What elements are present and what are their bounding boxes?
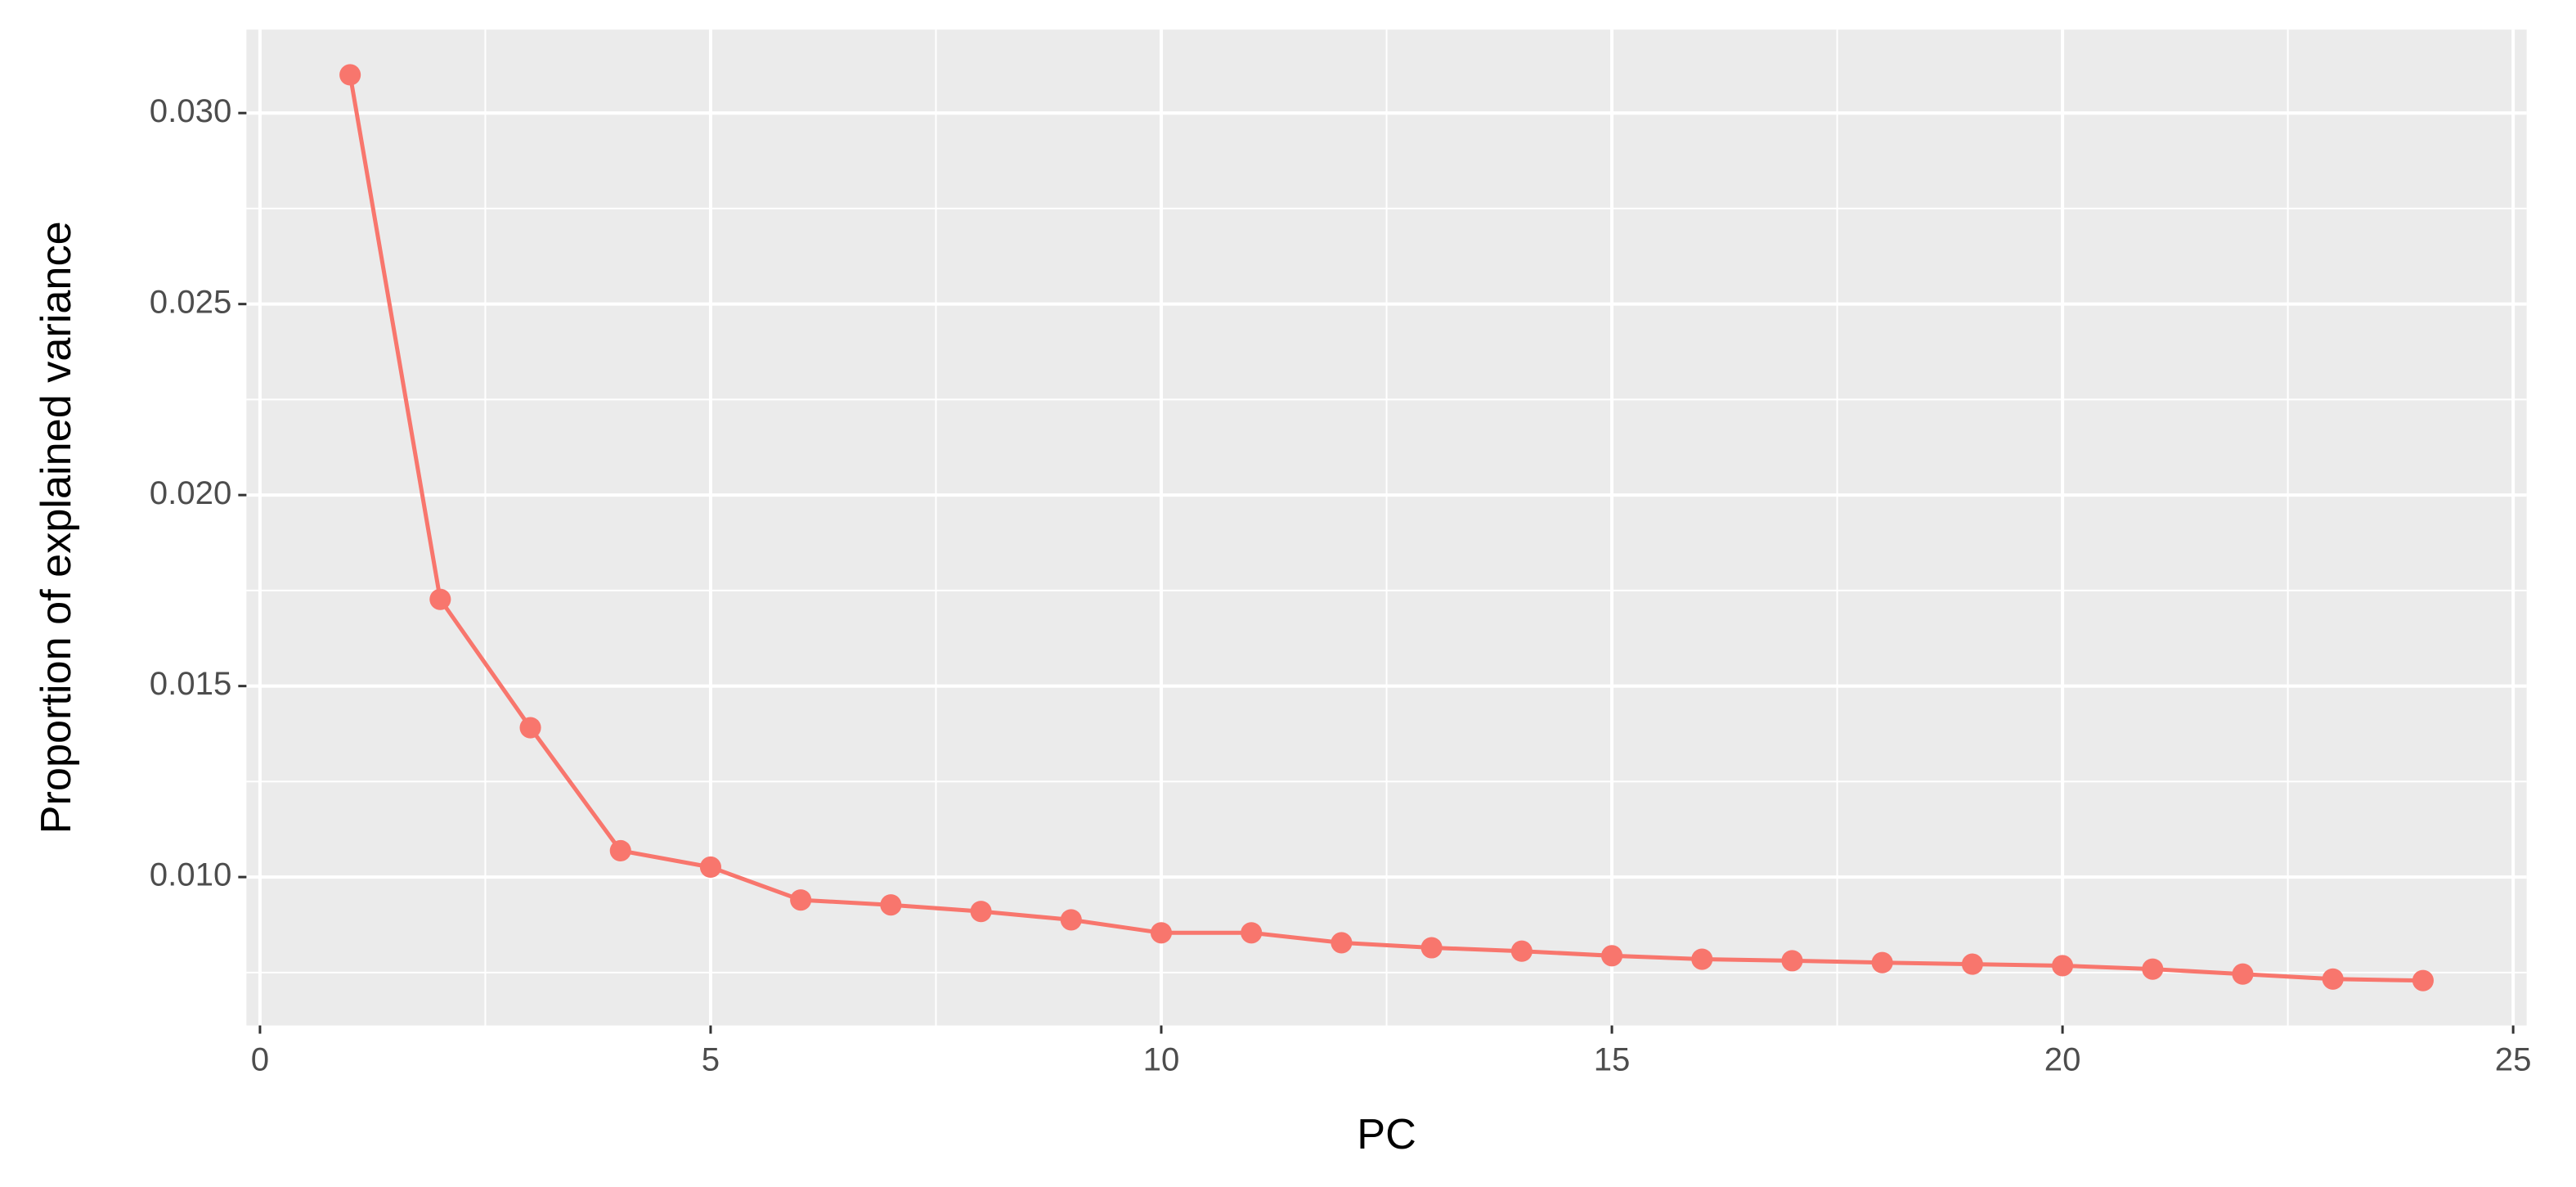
data-point — [2322, 968, 2344, 990]
data-point — [429, 588, 451, 610]
x-tick-label: 15 — [1594, 1041, 1631, 1077]
data-point — [2142, 958, 2164, 980]
y-tick-label: 0.030 — [150, 92, 232, 129]
data-point — [1420, 937, 1443, 959]
y-tick-label: 0.020 — [150, 474, 232, 511]
series-line — [348, 74, 2423, 983]
data-point — [1691, 948, 1713, 970]
y-axis-title: Proportion of explained variance — [33, 221, 80, 834]
x-tick-label: 25 — [2495, 1041, 2532, 1077]
data-point — [1331, 932, 1353, 954]
data-point — [970, 901, 992, 923]
data-point — [1781, 950, 1803, 972]
data-point — [1961, 953, 1983, 975]
data-point — [2052, 955, 2074, 977]
marks — [339, 64, 2434, 991]
data-point — [1060, 909, 1082, 931]
x-tick-label: 20 — [2044, 1041, 2081, 1077]
data-point — [1600, 945, 1623, 967]
data-point — [2232, 963, 2254, 985]
y-tick-label: 0.010 — [150, 857, 232, 893]
data-point — [1150, 922, 1173, 944]
data-point — [790, 889, 812, 911]
x-tick-label: 5 — [702, 1041, 720, 1077]
data-point — [699, 856, 722, 879]
x-axis-title: PC — [1357, 1111, 1416, 1158]
y-tick-label: 0.025 — [150, 283, 232, 320]
data-point — [609, 839, 631, 861]
data-point — [339, 64, 361, 86]
data-point — [519, 717, 541, 739]
data-point — [1510, 940, 1533, 962]
y-tick-label: 0.015 — [150, 665, 232, 702]
x-tick-label: 0 — [251, 1041, 269, 1077]
x-tick-label: 10 — [1143, 1041, 1180, 1077]
data-point — [1241, 922, 1263, 944]
data-point — [2412, 969, 2434, 991]
data-point — [1871, 951, 1893, 973]
data-point — [880, 894, 902, 916]
